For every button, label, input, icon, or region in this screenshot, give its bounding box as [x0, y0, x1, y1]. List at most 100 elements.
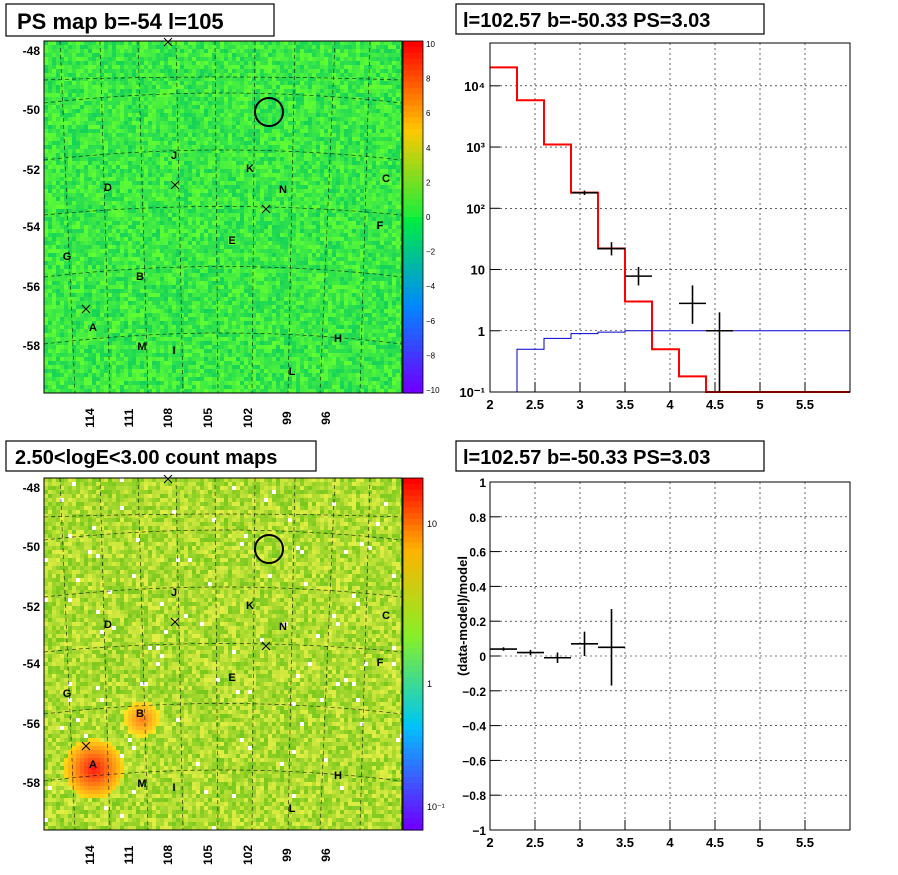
- map-pixel: [316, 149, 320, 153]
- map-pixel: [124, 77, 128, 81]
- map-pixel: [292, 61, 296, 65]
- map-pixel: [328, 49, 332, 53]
- map-pixel: [164, 237, 168, 241]
- map-pixel: [252, 233, 256, 237]
- map-pixel: [76, 197, 80, 201]
- map-pixel: [64, 229, 68, 233]
- map-pixel: [284, 197, 288, 201]
- map-pixel: [104, 89, 108, 93]
- map-pixel: [124, 225, 128, 229]
- map-pixel: [128, 161, 132, 165]
- map-pixel: [140, 177, 144, 181]
- map-pixel: [308, 209, 312, 213]
- map-pixel: [212, 229, 216, 233]
- map-pixel: [112, 241, 116, 245]
- map-pixel: [136, 45, 140, 49]
- map-pixel: [288, 129, 292, 133]
- map-pixel: [336, 245, 340, 249]
- map-pixel: [252, 45, 256, 49]
- map-pixel: [224, 177, 228, 181]
- map-pixel: [76, 93, 80, 97]
- map-pixel: [108, 161, 112, 165]
- map-pixel: [228, 133, 232, 137]
- map-pixel: [44, 185, 48, 189]
- map-pixel: [332, 129, 336, 133]
- map-pixel: [108, 177, 112, 181]
- map-pixel: [84, 253, 88, 257]
- map-pixel: [212, 125, 216, 129]
- map-pixel: [172, 261, 176, 265]
- map-pixel: [360, 177, 364, 181]
- map-pixel: [216, 53, 220, 57]
- map-pixel: [160, 261, 164, 265]
- map-pixel: [340, 185, 344, 189]
- map-pixel: [228, 65, 232, 69]
- map-pixel: [304, 233, 308, 237]
- map-pixel: [68, 217, 72, 221]
- map-pixel: [360, 53, 364, 57]
- map-pixel: [252, 53, 256, 57]
- map-pixel: [252, 157, 256, 161]
- map-pixel: [136, 101, 140, 105]
- map-pixel: [284, 173, 288, 177]
- map-pixel: [192, 61, 196, 65]
- map-pixel: [372, 173, 376, 177]
- map-pixel: [348, 97, 352, 101]
- map-pixel: [180, 165, 184, 169]
- map-pixel: [376, 181, 380, 185]
- map-pixel: [216, 145, 220, 149]
- map-pixel: [216, 241, 220, 245]
- map-pixel: [284, 45, 288, 49]
- map-pixel: [276, 97, 280, 101]
- map-pixel: [364, 93, 368, 97]
- map-pixel: [56, 117, 60, 121]
- map-pixel: [132, 257, 136, 261]
- map-pixel: [160, 169, 164, 173]
- map-pixel: [392, 217, 396, 221]
- map-pixel: [332, 157, 336, 161]
- map-pixel: [312, 157, 316, 161]
- map-pixel: [132, 209, 136, 213]
- map-pixel: [276, 165, 280, 169]
- map-pixel: [72, 121, 76, 125]
- map-pixel: [156, 185, 160, 189]
- map-pixel: [244, 129, 248, 133]
- map-pixel: [352, 161, 356, 165]
- map-pixel: [292, 121, 296, 125]
- map-pixel: [176, 221, 180, 225]
- map-pixel: [280, 49, 284, 53]
- map-pixel: [284, 213, 288, 217]
- map-pixel: [348, 229, 352, 233]
- map-pixel: [392, 113, 396, 117]
- map-pixel: [216, 229, 220, 233]
- map-pixel: [264, 221, 268, 225]
- map-pixel: [180, 173, 184, 177]
- map-pixel: [176, 61, 180, 65]
- map-pixel: [360, 249, 364, 253]
- map-pixel: [168, 145, 172, 149]
- map-pixel: [196, 89, 200, 93]
- map-pixel: [196, 53, 200, 57]
- map-pixel: [308, 85, 312, 89]
- map-pixel: [112, 129, 116, 133]
- map-pixel: [200, 97, 204, 101]
- map-pixel: [56, 85, 60, 89]
- map-pixel: [304, 189, 308, 193]
- map-pixel: [280, 45, 284, 49]
- map-pixel: [336, 153, 340, 157]
- map-pixel: [268, 109, 272, 113]
- map-pixel: [228, 253, 232, 257]
- map-pixel: [312, 109, 316, 113]
- map-pixel: [148, 253, 152, 257]
- map-pixel: [336, 89, 340, 93]
- map-pixel: [144, 193, 148, 197]
- map-pixel: [92, 73, 96, 77]
- map-pixel: [48, 49, 52, 53]
- map-pixel: [172, 141, 176, 145]
- map-pixel: [248, 161, 252, 165]
- map-pixel: [184, 49, 188, 53]
- map-pixel: [96, 153, 100, 157]
- map-pixel: [388, 85, 392, 89]
- map-pixel: [124, 237, 128, 241]
- map-pixel: [336, 253, 340, 257]
